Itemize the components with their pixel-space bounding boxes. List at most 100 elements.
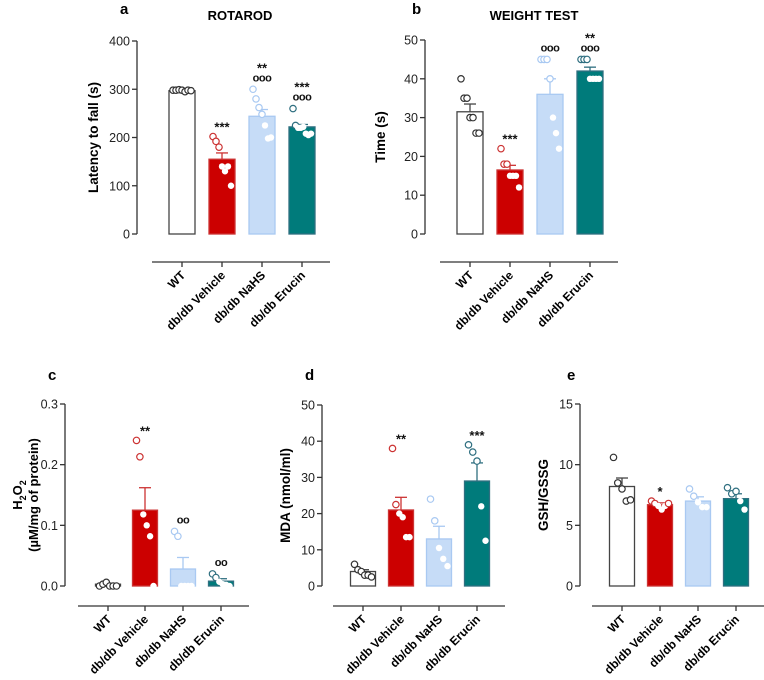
x-tick-label: WT [91, 612, 115, 636]
significance-circles: ooo [581, 42, 600, 54]
data-point [267, 134, 275, 141]
y-axis-label: H2O2 [10, 480, 28, 510]
bar [168, 90, 196, 235]
y-tick-label: 0.2 [41, 458, 58, 472]
data-point [464, 441, 473, 449]
data-point [475, 129, 483, 137]
significance-circles: oo [215, 557, 228, 569]
bar [288, 126, 316, 235]
significance-circles: ooo [253, 72, 272, 84]
significance-stars: ** [396, 431, 407, 446]
data-point [252, 95, 260, 103]
y-axis-label: Time (s) [373, 111, 388, 163]
data-point [478, 503, 485, 510]
panel-letter: d [305, 367, 314, 384]
data-point [457, 75, 465, 83]
y-tick-label: 100 [109, 179, 130, 193]
y-tick-label: 30 [404, 111, 418, 125]
data-point [227, 182, 235, 189]
data-point [140, 511, 147, 518]
data-point [212, 573, 220, 582]
data-point [174, 532, 182, 541]
data-point [187, 86, 195, 95]
y-tick-label: 0 [566, 580, 573, 594]
data-point [583, 55, 591, 64]
data-point [218, 163, 226, 170]
significance-stars: *** [502, 132, 518, 147]
bar [387, 509, 415, 587]
data-point [146, 533, 154, 540]
data-point [444, 562, 451, 570]
data-point [388, 444, 397, 453]
significance-stars: *** [469, 428, 485, 443]
significance-stars: *** [294, 80, 310, 95]
data-point [732, 487, 740, 496]
bar [684, 500, 712, 587]
y-tick-label: 0 [411, 228, 418, 242]
data-point [473, 457, 481, 465]
data-point [426, 495, 435, 503]
x-tick-label: WT [346, 612, 370, 636]
y-tick-label: 10 [301, 543, 315, 557]
significance-circles: ooo [541, 42, 560, 54]
data-point [307, 130, 315, 137]
y-tick-label: 50 [404, 34, 418, 48]
data-point [150, 582, 157, 590]
data-point [188, 582, 195, 590]
data-point [392, 500, 400, 509]
data-point [664, 499, 673, 508]
data-point [549, 114, 557, 121]
x-tick-label: WT [165, 268, 189, 292]
data-point [515, 184, 523, 191]
y-tick-label: 0.0 [41, 580, 58, 594]
data-point [463, 94, 471, 103]
data-point [350, 560, 359, 569]
data-point [112, 582, 121, 590]
data-point [300, 123, 307, 131]
y-tick-label: 30 [301, 471, 315, 485]
y-tick-label: 40 [301, 435, 315, 449]
significance-stars: * [657, 484, 663, 499]
bar [536, 93, 564, 235]
y-axis-label: Latency to fall (s) [86, 82, 101, 193]
data-point [469, 113, 477, 122]
bar [131, 509, 159, 587]
data-point [440, 555, 447, 563]
data-point [255, 103, 263, 112]
data-point [723, 483, 732, 492]
data-point [258, 110, 266, 119]
data-point [626, 496, 635, 504]
data-point [512, 172, 520, 179]
data-point [143, 522, 150, 529]
y-tick-label: 0.1 [41, 519, 58, 533]
y-tick-label: 0 [308, 580, 315, 594]
significance-stars: *** [214, 120, 230, 135]
significance-circles: oo [177, 514, 190, 526]
panel-letter: c [48, 367, 56, 384]
y-tick-label: 300 [109, 83, 130, 97]
y-axis-label: MDA (nmol/ml) [278, 448, 293, 543]
data-point [685, 485, 694, 493]
data-point [399, 514, 406, 521]
y-tick-label: 200 [109, 131, 130, 145]
panel-a: a ROTAROD 0 100 200 300 400 Latency to fall (s)… [86, 1, 330, 333]
data-point [224, 163, 232, 170]
data-point [613, 479, 622, 487]
y-tick-label: 15 [559, 398, 573, 412]
data-point [703, 503, 710, 511]
significance-circles: ooo [293, 92, 312, 104]
y-tick-label: 5 [566, 519, 573, 533]
y-tick-label: 10 [559, 458, 573, 472]
data-point [595, 75, 603, 83]
data-point [737, 497, 744, 505]
data-point [618, 485, 626, 493]
data-point [435, 544, 443, 552]
data-point [503, 160, 511, 168]
bar [722, 497, 750, 587]
y-tick-label: 400 [109, 35, 130, 49]
data-point [221, 168, 229, 175]
bar [248, 115, 276, 235]
